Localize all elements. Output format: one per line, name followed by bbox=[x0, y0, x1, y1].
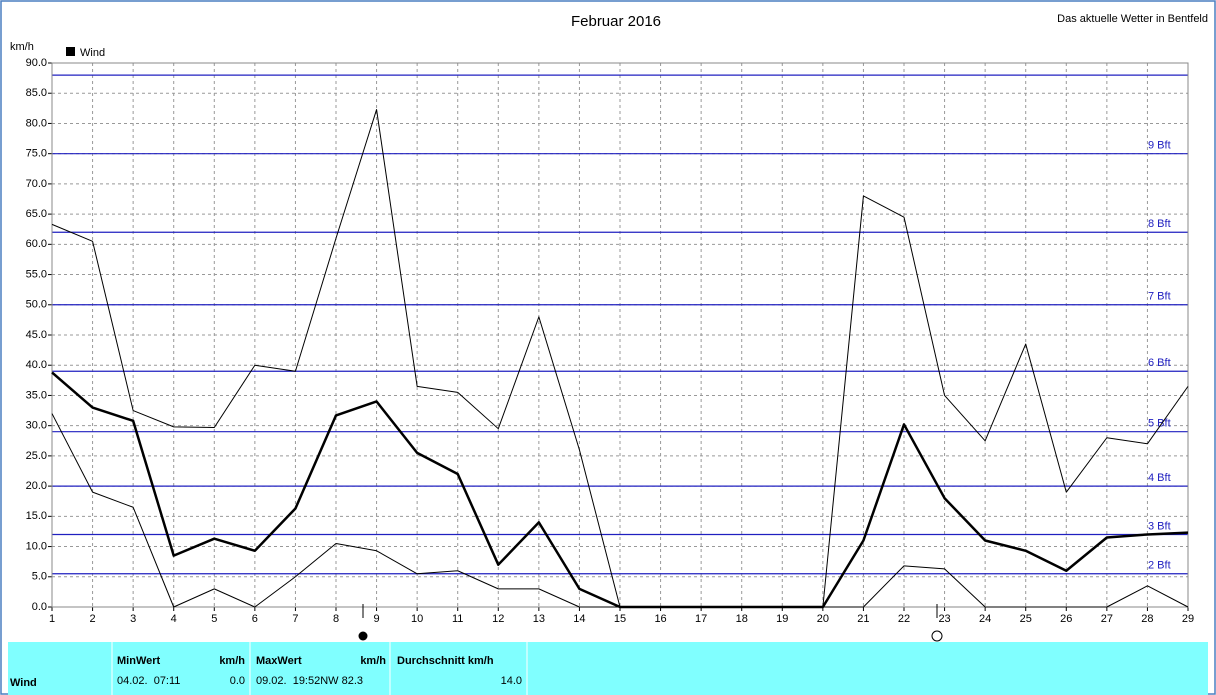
x-tick-label: 6 bbox=[252, 613, 258, 625]
x-tick-label: 18 bbox=[736, 613, 748, 625]
y-tick-label: 55.0 bbox=[26, 268, 47, 280]
table-cell: 0.0 bbox=[230, 675, 245, 687]
x-tick-label: 23 bbox=[938, 613, 950, 625]
table-header: MinWert bbox=[117, 655, 161, 667]
y-tick-label: 0.0 bbox=[32, 601, 47, 613]
x-tick-label: 4 bbox=[171, 613, 177, 625]
x-tick-label: 9 bbox=[374, 613, 380, 625]
table-header: MaxWert bbox=[256, 655, 302, 667]
x-tick-label: 1 bbox=[49, 613, 55, 625]
site-name: Das aktuelle Wetter in Bentfeld bbox=[1057, 13, 1208, 25]
x-tick-label: 11 bbox=[452, 613, 463, 625]
new-moon-icon bbox=[358, 631, 368, 641]
x-tick-label: 28 bbox=[1141, 613, 1153, 625]
x-tick-label: 15 bbox=[614, 613, 626, 625]
x-tick-label: 2 bbox=[90, 613, 96, 625]
y-tick-label: 85.0 bbox=[26, 87, 47, 99]
chart-title: Februar 2016 bbox=[571, 13, 661, 30]
y-tick-label: 15.0 bbox=[26, 510, 47, 522]
x-tick-label: 26 bbox=[1060, 613, 1072, 625]
reference-label: 6 Bft bbox=[1148, 357, 1171, 369]
table-cell: 14.0 bbox=[501, 675, 522, 687]
x-tick-label: 14 bbox=[573, 613, 585, 625]
x-tick-label: 21 bbox=[857, 613, 869, 625]
y-tick-label: 45.0 bbox=[26, 329, 47, 341]
y-tick-label: 80.0 bbox=[26, 117, 47, 129]
y-tick-label: 10.0 bbox=[26, 540, 47, 552]
x-tick-label: 7 bbox=[292, 613, 298, 625]
stats-table: MinWert km/h MaxWert km/h Durchschnitt k… bbox=[8, 642, 1208, 695]
y-tick-label: 50.0 bbox=[26, 299, 47, 311]
y-tick-label: 90.0 bbox=[26, 57, 47, 69]
plot: 0.0 5.0 10.0 15.0 20.0 25.0 30.0 35.0 40.0 45.0 50… bbox=[26, 57, 1195, 625]
x-tick-label: 13 bbox=[533, 613, 545, 625]
reference-label: 8 Bft bbox=[1148, 218, 1171, 230]
y-tick-label: 75.0 bbox=[26, 148, 47, 160]
y-tick-label: 30.0 bbox=[26, 420, 47, 432]
series-line bbox=[51, 413, 1189, 608]
x-tick-label: 22 bbox=[898, 613, 910, 625]
x-tick-label: 5 bbox=[211, 613, 217, 625]
x-tick-label: 12 bbox=[492, 613, 504, 625]
x-tick-label: 27 bbox=[1101, 613, 1113, 625]
table-header: Durchschnitt km/h bbox=[397, 655, 494, 667]
y-tick-label: 20.0 bbox=[26, 480, 47, 492]
table-row-label: Wind bbox=[10, 677, 37, 689]
y-tick-label: 40.0 bbox=[26, 359, 47, 371]
y-tick-label: 65.0 bbox=[26, 208, 47, 220]
x-tick-label: 25 bbox=[1020, 613, 1032, 625]
x-tick-label: 19 bbox=[776, 613, 788, 625]
reference-label: 9 Bft bbox=[1148, 140, 1171, 152]
table-header: km/h bbox=[219, 655, 245, 667]
y-tick-label: 60.0 bbox=[26, 238, 47, 250]
x-tick-label: 24 bbox=[979, 613, 991, 625]
full-moon-icon bbox=[931, 630, 943, 642]
reference-label: 3 Bft bbox=[1148, 520, 1171, 532]
x-tick-label: 20 bbox=[817, 613, 829, 625]
table-cell: 09.02. 19:52NW 82.3 bbox=[256, 675, 363, 687]
y-tick-label: 5.0 bbox=[32, 571, 47, 583]
reference-label: 4 Bft bbox=[1148, 472, 1171, 484]
reference-label: 5 Bft bbox=[1148, 418, 1171, 430]
x-tick-label: 29 bbox=[1182, 613, 1194, 625]
x-tick-label: 3 bbox=[130, 613, 136, 625]
table-background bbox=[8, 642, 1208, 695]
x-tick-label: 16 bbox=[654, 613, 666, 625]
legend-swatch bbox=[66, 47, 75, 56]
table-cell: 04.02. 07:11 bbox=[117, 675, 180, 687]
reference-label: 2 Bft bbox=[1148, 560, 1171, 572]
y-tick-label: 35.0 bbox=[26, 389, 47, 401]
y-tick-label: 25.0 bbox=[26, 450, 47, 462]
y-axis-label: km/h bbox=[10, 41, 34, 53]
table-header: km/h bbox=[360, 655, 386, 667]
x-tick-label: 17 bbox=[695, 613, 707, 625]
y-tick-label: 70.0 bbox=[26, 178, 47, 190]
x-tick-label: 10 bbox=[411, 613, 423, 625]
legend-label: Wind bbox=[80, 47, 105, 59]
x-tick-label: 8 bbox=[333, 613, 339, 625]
reference-label: 7 Bft bbox=[1148, 291, 1171, 303]
